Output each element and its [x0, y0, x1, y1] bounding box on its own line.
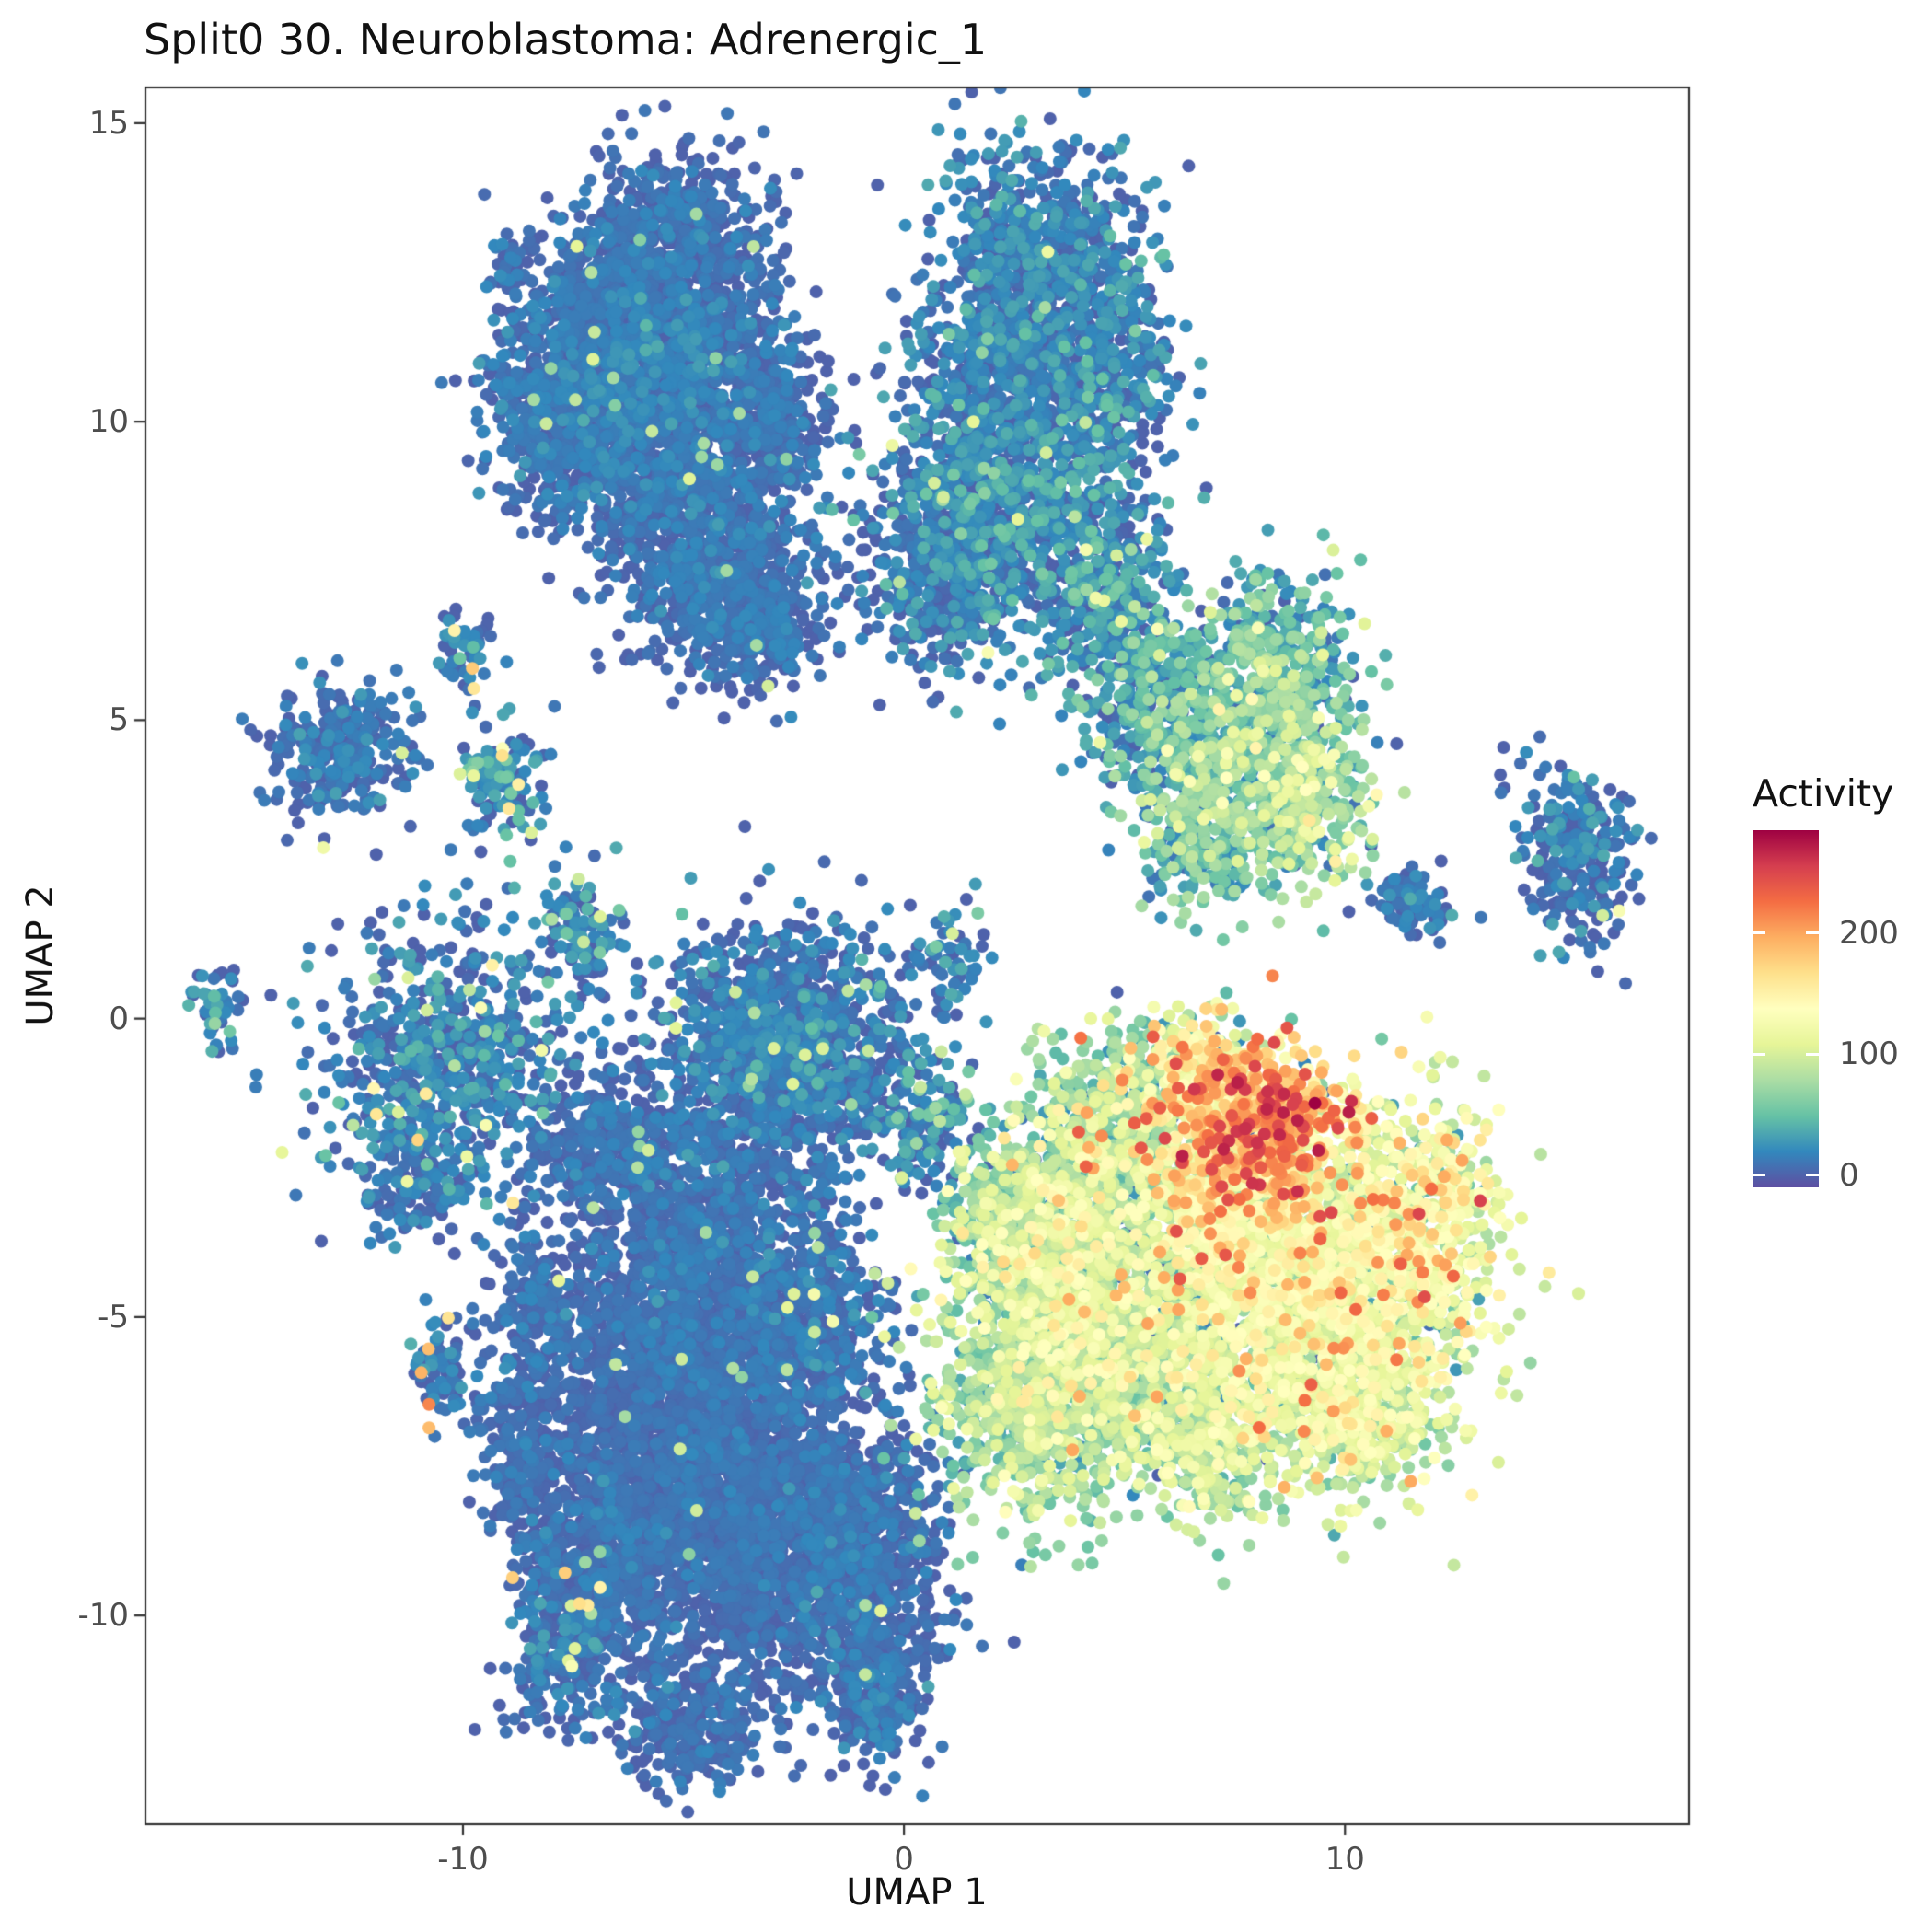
y-tick-label: -5	[98, 1298, 129, 1336]
x-tick-label: -10	[437, 1841, 489, 1878]
legend-tick-label: 0	[1839, 1156, 1859, 1194]
legend-colorbar-tick	[1753, 1052, 1765, 1056]
legend-tick-label: 200	[1839, 914, 1899, 952]
y-axis-title: UMAP 2	[19, 885, 62, 1026]
legend-tick-label: 100	[1839, 1035, 1899, 1073]
x-tick-label: 0	[894, 1841, 914, 1878]
y-tick-label: 15	[88, 104, 129, 142]
legend-colorbar-tick	[1806, 931, 1819, 935]
legend-colorbar	[1753, 830, 1819, 1187]
chart-title: Split0 30. Neuroblastoma: Adrenergic_1	[144, 15, 988, 64]
y-tick-label: -10	[77, 1597, 129, 1635]
x-tick-label: 10	[1325, 1841, 1365, 1878]
legend-title: Activity	[1753, 771, 1894, 816]
legend-colorbar-tick	[1806, 1052, 1819, 1056]
legend-colorbar-tick	[1806, 1174, 1819, 1177]
legend-colorbar-tick	[1753, 1174, 1765, 1177]
legend-colorbar-tick	[1753, 931, 1765, 935]
legend: Activity 0 100 200	[1753, 771, 1932, 1213]
x-axis-title: UMAP 1	[846, 1871, 988, 1914]
y-tick-label: 5	[109, 701, 129, 739]
y-tick-label: 10	[88, 403, 129, 441]
y-tick-label: 0	[109, 1000, 129, 1037]
